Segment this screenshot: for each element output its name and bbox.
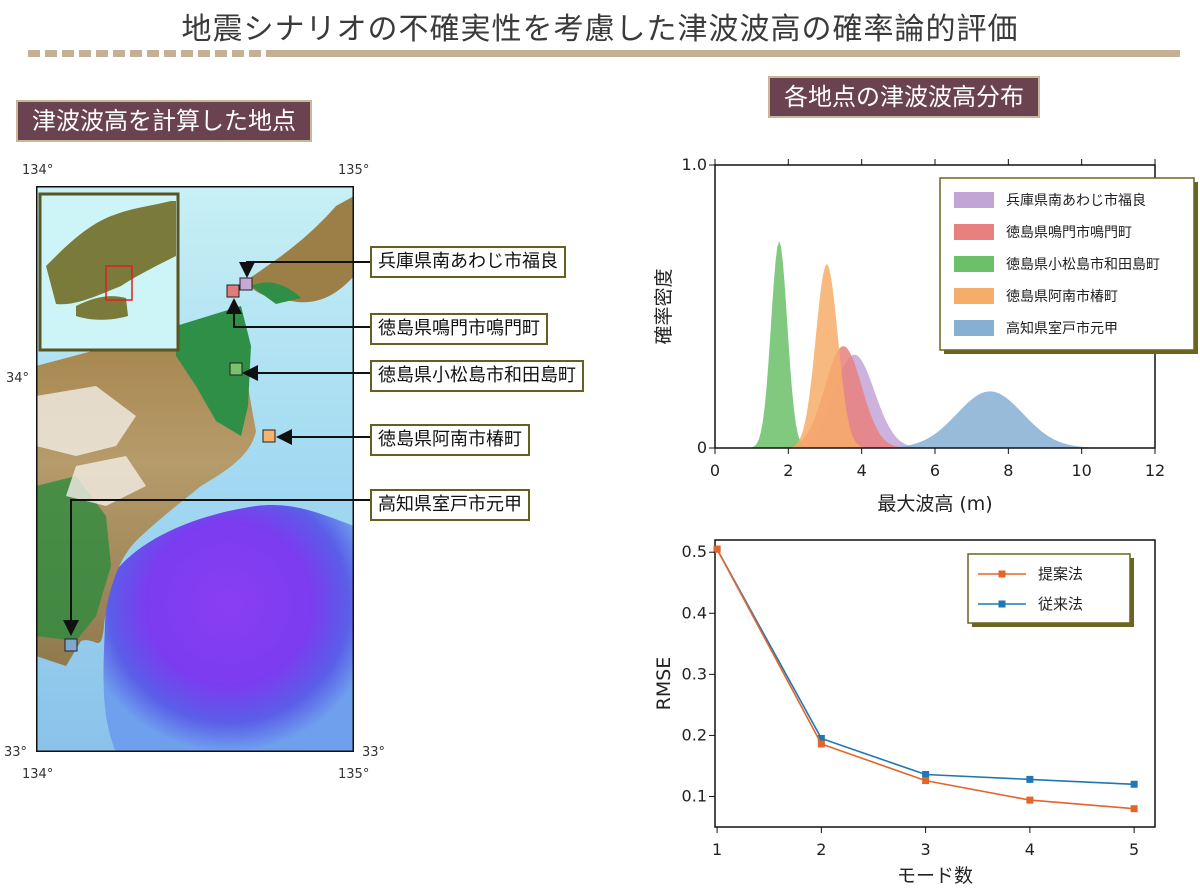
series-1-point-3 bbox=[922, 777, 930, 785]
x-tick-label-0: 0 bbox=[710, 461, 720, 480]
lat-label-left: 34° bbox=[6, 371, 29, 386]
legend-swatch-3 bbox=[954, 256, 994, 272]
callout-site-5: 高知県室戸市元甲 bbox=[370, 489, 530, 521]
callout-site-1: 兵庫県南あわじ市福良 bbox=[370, 246, 566, 278]
legend-label-4: 徳島県阿南市椿町 bbox=[1006, 288, 1118, 305]
legend-box bbox=[967, 553, 1131, 624]
x-tick-label-1: 2 bbox=[783, 461, 793, 480]
legend-label-5: 高知県室戸市元甲 bbox=[1006, 320, 1118, 337]
series-1-point-2 bbox=[817, 740, 825, 748]
y-tick-label-1: 1.0 bbox=[682, 155, 707, 174]
awaji-green bbox=[251, 282, 301, 304]
legend-label-2: 徳島県鳴門市鳴門町 bbox=[1006, 224, 1132, 241]
legend-label-2: 従来法 bbox=[1038, 595, 1083, 613]
legend-swatch-5 bbox=[954, 320, 994, 336]
x-tick-label-4: 5 bbox=[1129, 840, 1139, 859]
y-tick-label-3: 0.4 bbox=[682, 603, 707, 622]
x-tick-label-3: 6 bbox=[930, 461, 940, 480]
y-axis-label: 確率密度 bbox=[653, 268, 675, 344]
x-tick-label-5: 10 bbox=[1071, 461, 1091, 480]
map-heading: 津波波高を計算した地点 bbox=[16, 100, 312, 142]
x-axis-label: 最大波高 (m) bbox=[877, 493, 992, 515]
y-tick-label-4: 0.5 bbox=[682, 542, 707, 561]
legend-label-3: 徳島県小松島市和田島町 bbox=[1006, 256, 1160, 273]
x-tick-label-2: 3 bbox=[921, 840, 931, 859]
legend-label-1: 兵庫県南あわじ市福良 bbox=[1006, 192, 1146, 209]
title-underline bbox=[28, 50, 1180, 58]
map-axes: 134° 135° 34° 33° 33° 134° 135° bbox=[4, 163, 385, 782]
legend-label-1: 提案法 bbox=[1038, 565, 1083, 583]
y-tick-label-0: 0 bbox=[697, 438, 707, 457]
y-axis-label: RMSE bbox=[653, 657, 675, 711]
tokushima-plain bbox=[176, 306, 251, 436]
legend-swatch-1 bbox=[954, 192, 994, 208]
series-1-point-5 bbox=[1130, 805, 1138, 813]
callout-site-4: 徳島県阿南市椿町 bbox=[370, 424, 530, 456]
series-2-point-3 bbox=[922, 770, 930, 778]
lon-label-top-left: 134° bbox=[22, 163, 53, 178]
legend-marker-2 bbox=[998, 600, 1006, 608]
x-tick-label-2: 4 bbox=[857, 461, 867, 480]
plot-frame bbox=[714, 539, 1156, 828]
lon-label-top-right: 135° bbox=[338, 163, 369, 178]
x-tick-label-3: 4 bbox=[1025, 840, 1035, 859]
inset-map bbox=[38, 192, 180, 352]
map bbox=[36, 186, 354, 752]
lon-label-bottom-left: 134° bbox=[22, 767, 53, 782]
series-1-point-1 bbox=[713, 545, 721, 553]
x-tick-label-4: 8 bbox=[1003, 461, 1013, 480]
x-tick-label-0: 1 bbox=[712, 840, 722, 859]
legend-swatch-2 bbox=[954, 224, 994, 240]
chart-distribution: 0 2 4 6 8 10 12 0 1.0 最大波高 (m) 確率密度 兵庫県南あわじ市福良徳島県鳴門… bbox=[653, 155, 1198, 515]
callout-site-3: 徳島県小松島市和田島町 bbox=[370, 360, 584, 392]
y-tick-label-0: 0.1 bbox=[682, 786, 707, 805]
legend-swatch-4 bbox=[954, 288, 994, 304]
series-2-point-4 bbox=[1026, 775, 1034, 783]
x-tick-label-6: 12 bbox=[1145, 461, 1165, 480]
lat-label-bottom-right: 33° bbox=[362, 745, 385, 760]
density-area-5 bbox=[715, 391, 1155, 448]
series-1-point-4 bbox=[1026, 796, 1034, 804]
mountain-snow bbox=[36, 386, 146, 506]
legend-marker-1 bbox=[998, 570, 1006, 578]
density-area-4 bbox=[715, 264, 1155, 448]
page-title: 地震シナリオの不確実性を考慮した津波波高の確率論的評価 bbox=[181, 12, 1019, 47]
y-tick-label-1: 0.2 bbox=[682, 725, 707, 744]
lat-label-bottom-left: 33° bbox=[4, 745, 27, 760]
series-2-point-2 bbox=[817, 734, 825, 742]
site-markers bbox=[64, 277, 276, 652]
chart-heading: 各地点の津波波高分布 bbox=[768, 76, 1040, 118]
lon-label-bottom-right: 135° bbox=[338, 767, 369, 782]
y-tick-label-2: 0.3 bbox=[682, 664, 707, 683]
x-tick-label-1: 2 bbox=[816, 840, 826, 859]
x-axis-label: モード数 bbox=[897, 865, 973, 887]
callout-site-2: 徳島県鳴門市鳴門町 bbox=[370, 313, 548, 345]
series-2-point-5 bbox=[1130, 780, 1138, 788]
